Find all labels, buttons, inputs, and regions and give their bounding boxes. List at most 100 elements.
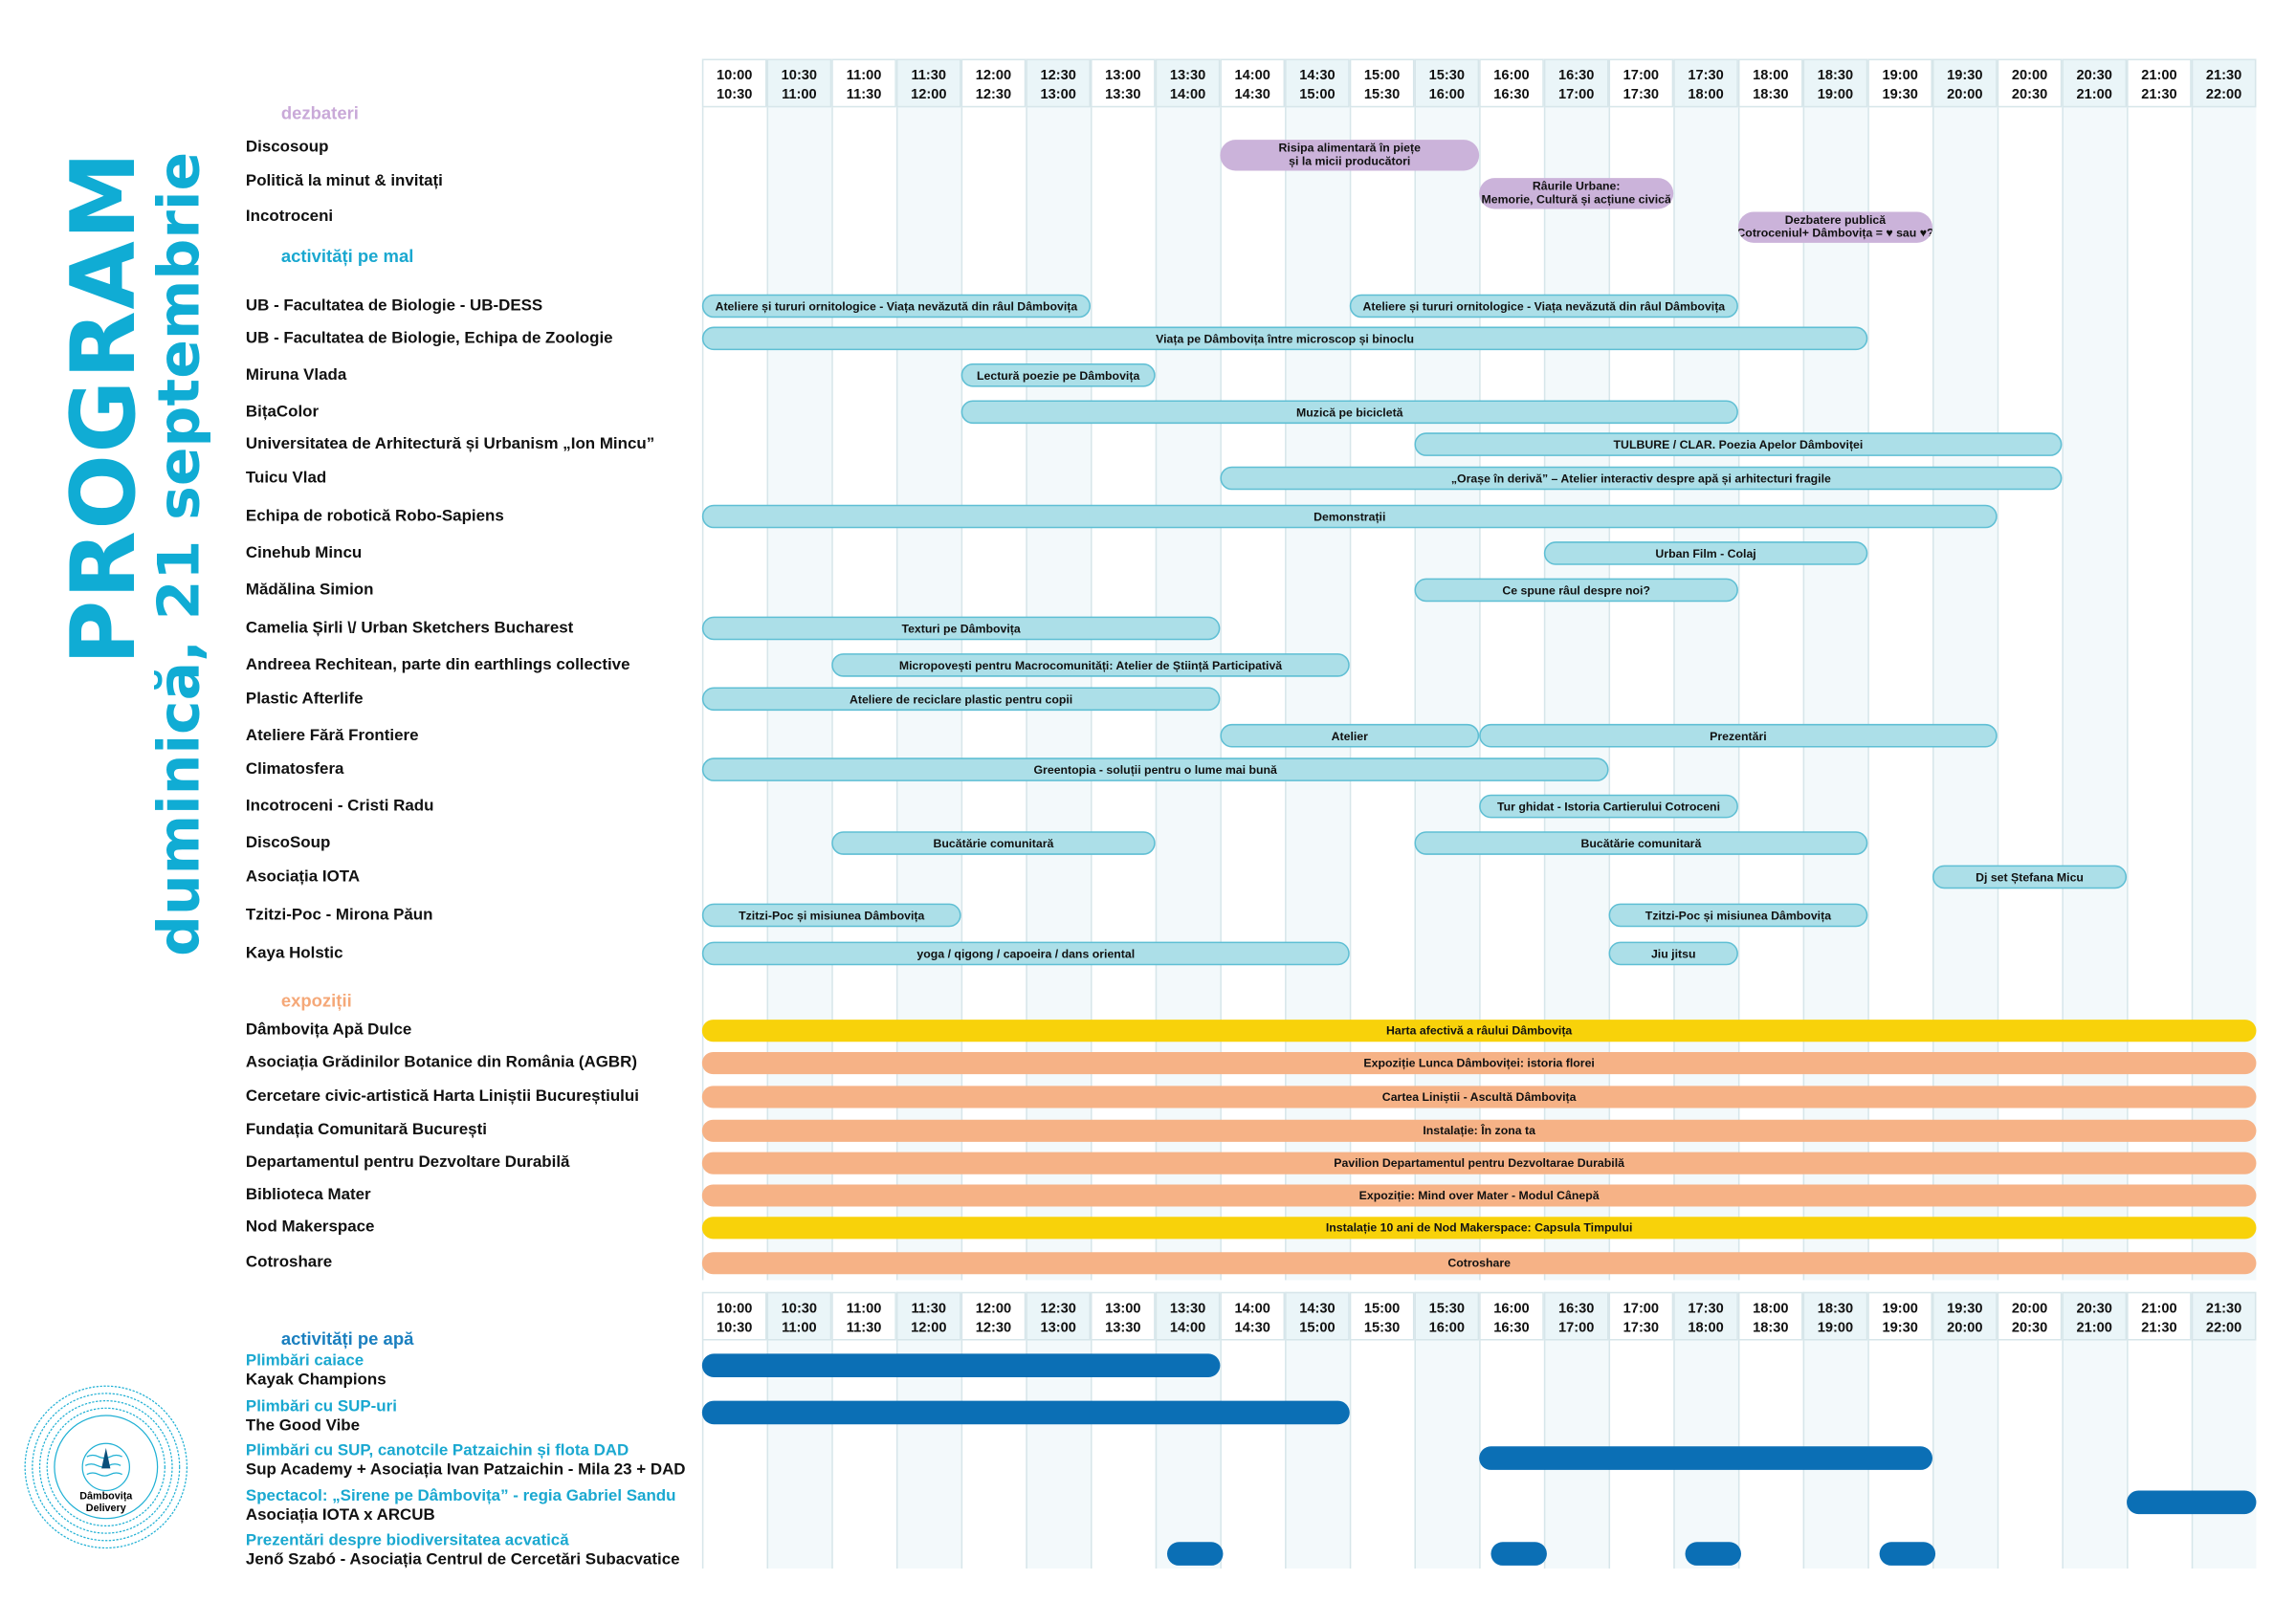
event-bar[interactable]: Expoziție Lunca Dâmboviței: istoria flor… (701, 1051, 2257, 1074)
time-to: 14:00 (1169, 86, 1206, 103)
time-from: 16:30 (1557, 67, 1595, 84)
event-bar[interactable]: Muzică pe bicicletă (960, 400, 1738, 425)
time-to: 21:00 (2076, 86, 2112, 103)
time-from: 14:00 (1234, 67, 1270, 84)
event-bar[interactable]: Tur ghidat - Istoria Cartierului Cotroce… (1479, 794, 1738, 819)
event-bar[interactable]: Bucătărie comunitară (1414, 831, 1868, 855)
event-bar[interactable]: Urban Film - Colaj (1543, 541, 1868, 565)
program-date: duminică, 21 septembrie (146, 151, 214, 956)
event-bar[interactable]: Demonstrații (701, 504, 1998, 529)
time-from: 13:30 (1169, 1300, 1206, 1317)
event-bar[interactable]: Cotroshare (701, 1251, 2257, 1274)
event-bar[interactable]: Bucătărie comunitară (831, 831, 1156, 855)
event-bar[interactable]: Instalație: În zona ta (701, 1118, 2257, 1142)
time-header-cell: 11:00 11:30 (831, 1291, 896, 1341)
event-bar[interactable]: Risipa alimentară în piețe și la micii p… (1220, 139, 1480, 170)
event-bar[interactable]: Prezentări (1479, 723, 1998, 748)
water-event-bar[interactable] (2127, 1490, 2257, 1515)
grid-column (2191, 58, 2257, 1281)
water-event-bar[interactable] (701, 1400, 1350, 1425)
event-bar[interactable]: Ateliere și tururi ornitologice - Viața … (701, 294, 1091, 318)
time-header-cell: 19:30 20:00 (1932, 58, 1998, 108)
time-to: 16:00 (1428, 1319, 1466, 1336)
time-from: 21:00 (2141, 1300, 2177, 1317)
event-bar[interactable]: Cartea Liniștii - Ascultă Dâmbovița (701, 1085, 2257, 1108)
time-header-cell: 14:30 15:00 (1285, 1291, 1350, 1341)
time-from: 18:00 (1753, 1300, 1789, 1317)
time-to: 19:30 (1882, 86, 1918, 103)
time-to: 16:00 (1428, 86, 1466, 103)
event-bar[interactable]: Harta afectivă a râului Dâmbovița (701, 1019, 2257, 1042)
time-header-cell: 21:30 22:00 (2191, 1291, 2257, 1341)
water-activity-title: Plimbări caiace (245, 1351, 364, 1371)
event-bar[interactable]: „Orașe în derivă” – Atelier interactiv d… (1220, 466, 2063, 491)
event-bar[interactable]: Expoziție: Mind over Mater - Modul Cânep… (701, 1183, 2257, 1206)
event-bar[interactable]: yoga / qigong / capoeira / dans oriental (701, 941, 1350, 966)
grid-column (1414, 58, 1480, 1281)
time-to: 10:30 (716, 86, 753, 103)
event-bar[interactable]: Instalație 10 ani de Nod Makerspace: Cap… (701, 1216, 2257, 1239)
grid-column (1673, 58, 1738, 1281)
event-bar[interactable]: Ateliere de reciclare plastic pentru cop… (701, 687, 1221, 712)
time-header-cell: 11:30 12:00 (895, 1291, 961, 1341)
row-label: Camelia Șirli \/ Urban Sketchers Buchare… (245, 619, 574, 638)
water-event-bar[interactable] (1479, 1446, 1932, 1470)
row-label: Andreea Rechitean, parte din earthlings … (245, 656, 630, 674)
time-to: 17:00 (1557, 86, 1595, 103)
event-bar[interactable]: Lectură poezie pe Dâmbovița (960, 362, 1156, 387)
event-bar[interactable]: Greentopia - soluții pentru o lume mai b… (701, 757, 1609, 781)
time-from: 18:30 (1817, 1300, 1854, 1317)
water-event-bar[interactable] (1879, 1542, 1936, 1566)
row-label: Departamentul pentru Dezvoltare Durabilă (245, 1153, 570, 1172)
event-bar[interactable]: Tzitzi-Poc și misiunea Dâmbovița (1608, 903, 1868, 928)
time-to: 20:30 (2011, 86, 2048, 103)
row-label: Politică la minut & invitați (245, 171, 443, 190)
time-to: 20:00 (1947, 86, 1983, 103)
event-bar[interactable]: Pavilion Departamentul pentru Dezvoltara… (701, 1151, 2257, 1174)
row-label: Cercetare civic-artistică Harta Liniștii… (245, 1086, 639, 1106)
row-label: Asociația IOTA (245, 867, 361, 887)
water-activity-title: Plimbări cu SUP, canotcile Patzaichin și… (245, 1441, 629, 1460)
event-bar[interactable]: Ce spune râul despre noi? (1414, 578, 1738, 603)
event-bar[interactable]: Tzitzi-Poc și misiunea Dâmbovița (701, 903, 961, 928)
time-header-cell: 17:30 18:00 (1673, 58, 1738, 108)
water-event-bar[interactable] (1166, 1542, 1224, 1566)
event-bar[interactable]: Dezbatere publică Cotroceniul+ Dâmbovița… (1737, 210, 1932, 243)
time-from: 19:30 (1947, 1300, 1983, 1317)
time-header-cell: 14:00 14:30 (1220, 58, 1286, 108)
time-to: 15:30 (1363, 1319, 1401, 1336)
logo-rings-icon (24, 1385, 188, 1549)
event-bar[interactable]: Viața pe Dâmbovița între microscop și bi… (701, 326, 1868, 351)
event-bar[interactable]: Texturi pe Dâmbovița (701, 616, 1221, 641)
event-bar[interactable]: Dj set Ștefana Micu (1932, 865, 2128, 889)
grid-column (1220, 1291, 1285, 1569)
time-from: 13:00 (1105, 67, 1141, 84)
event-bar[interactable]: Atelier (1220, 723, 1480, 748)
time-header-cell: 14:30 15:00 (1285, 58, 1350, 108)
event-bar[interactable]: Ateliere și tururi ornitologice - Viața … (1349, 294, 1738, 318)
time-to: 20:30 (2011, 1319, 2048, 1336)
time-header-cell: 13:30 14:00 (1155, 58, 1221, 108)
time-from: 21:00 (2141, 67, 2177, 84)
time-to: 16:30 (1493, 1319, 1530, 1336)
water-event-bar[interactable] (1490, 1542, 1547, 1566)
time-from: 14:30 (1299, 67, 1336, 84)
water-event-bar[interactable] (701, 1353, 1221, 1377)
time-to: 18:00 (1688, 1319, 1724, 1336)
time-from: 14:30 (1299, 1300, 1336, 1317)
event-bar[interactable]: Râurile Urbane: Memorie, Cultură și acți… (1479, 177, 1674, 208)
time-header-cell: 17:00 17:30 (1608, 1291, 1674, 1341)
time-to: 16:30 (1493, 86, 1530, 103)
logo-text-line2: Delivery (85, 1503, 126, 1515)
grid-column (701, 1291, 767, 1569)
time-to: 21:00 (2076, 1319, 2112, 1336)
event-bar[interactable]: Jiu jitsu (1608, 941, 1738, 966)
time-header-cell: 21:00 21:30 (2127, 58, 2192, 108)
time-from: 11:00 (846, 1300, 882, 1317)
time-to: 13:00 (1040, 1319, 1076, 1336)
section-header: activități pe apă (280, 1328, 414, 1350)
event-bar[interactable]: Micropovești pentru Macrocomunități: Ate… (831, 653, 1350, 677)
event-bar[interactable]: TULBURE / CLAR. Poezia Apelor Dâmboviței (1414, 432, 2063, 456)
time-from: 20:00 (2011, 1300, 2048, 1317)
water-event-bar[interactable] (1685, 1542, 1741, 1566)
